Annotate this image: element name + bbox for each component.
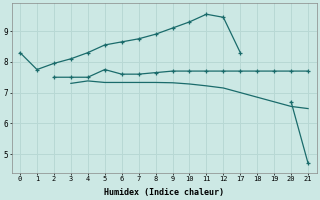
X-axis label: Humidex (Indice chaleur): Humidex (Indice chaleur) — [104, 188, 224, 197]
